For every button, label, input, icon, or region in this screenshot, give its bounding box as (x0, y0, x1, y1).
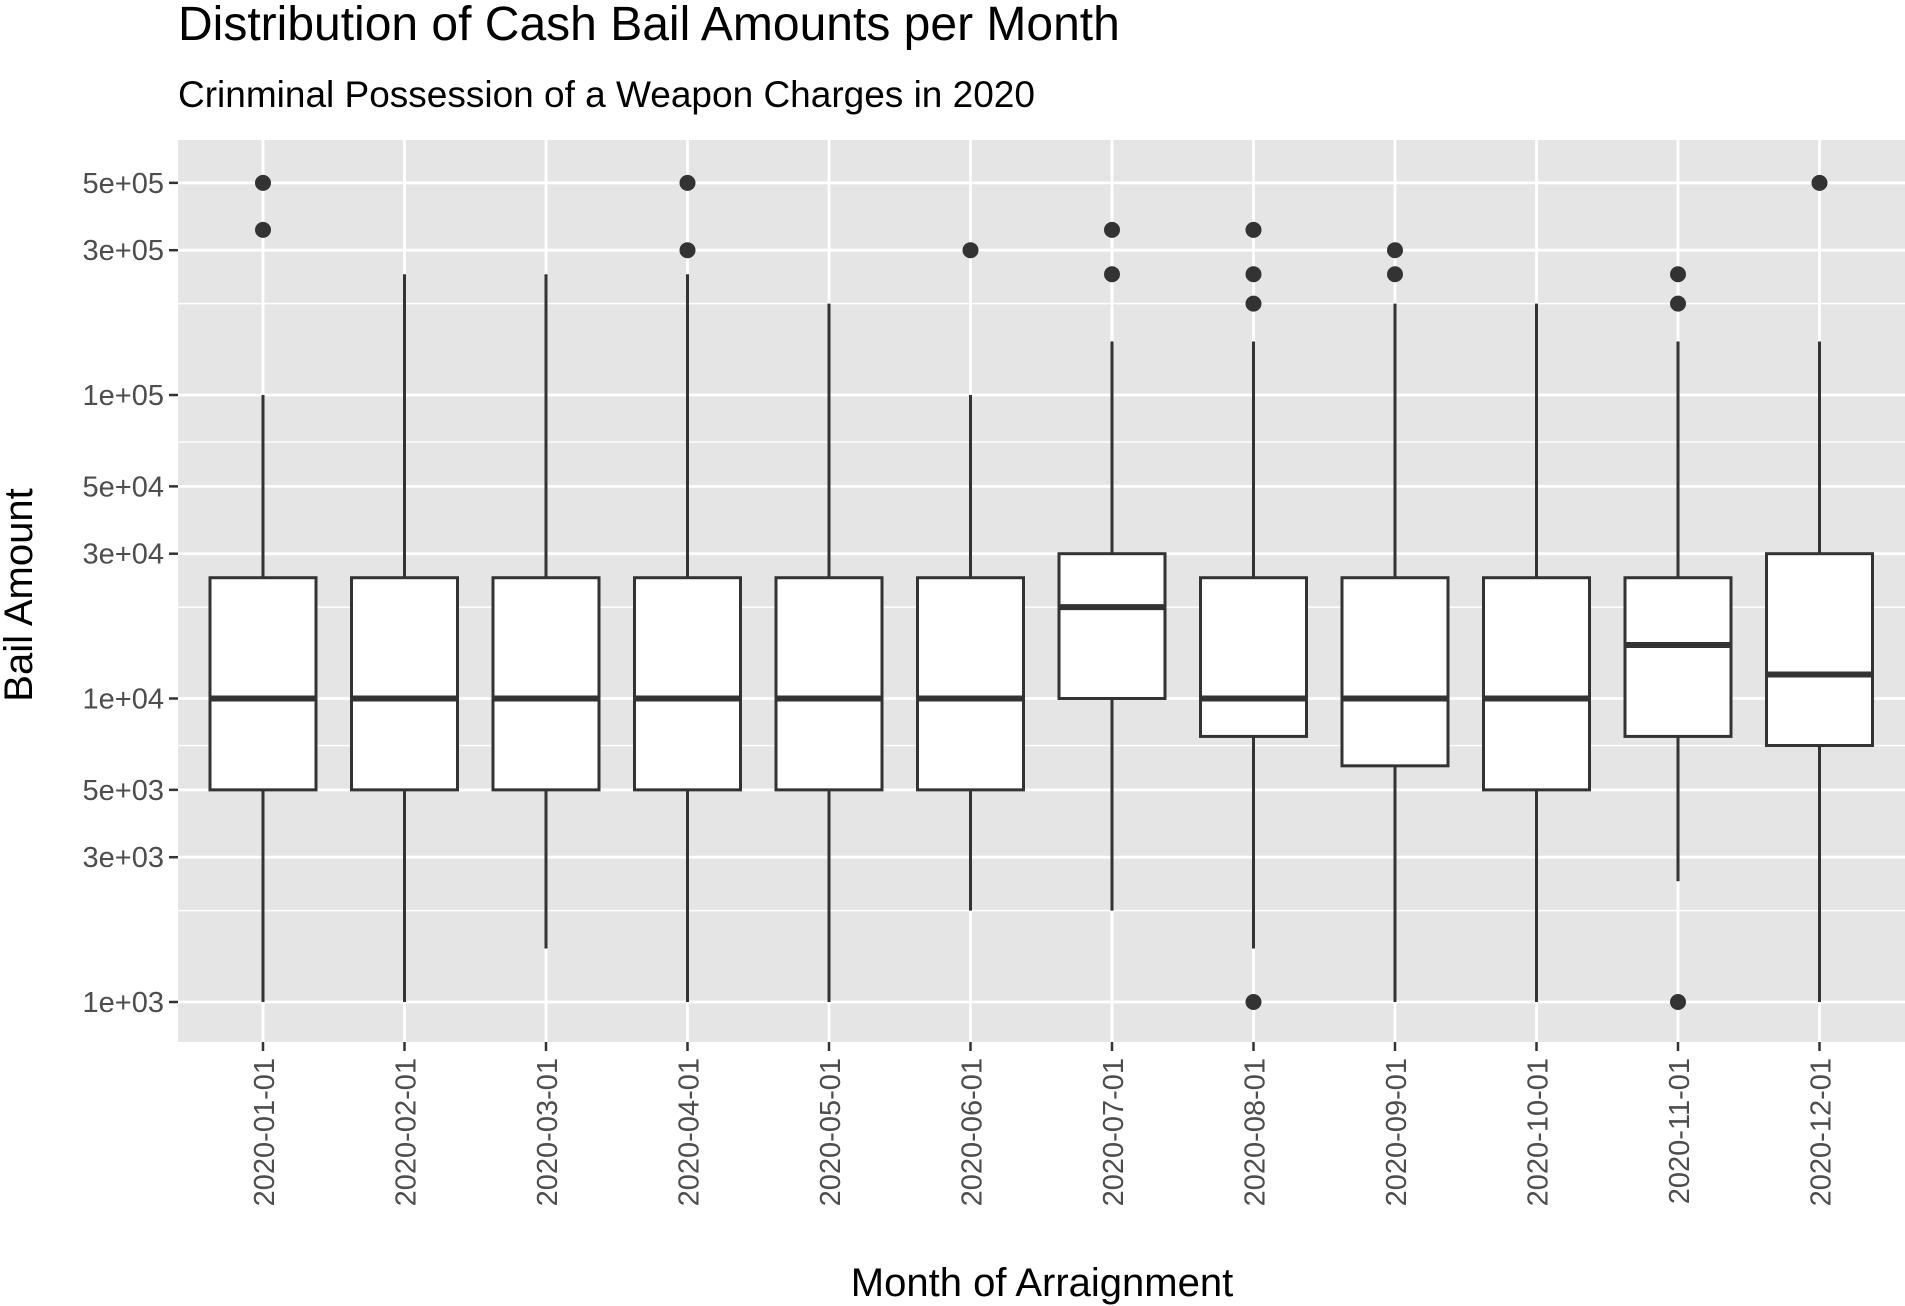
box-2020-06-01 (916, 242, 1025, 911)
outlier-point (255, 221, 271, 238)
y-tick-label: 1e+04 (83, 684, 164, 716)
outlier-point (962, 242, 979, 259)
x-tick-label: 2020-07-01 (1098, 1058, 1130, 1206)
iqr-box (1482, 576, 1591, 792)
x-tick-label: 2020-05-01 (815, 1058, 847, 1206)
outlier-point (1245, 295, 1262, 312)
y-tick-label: 5e+03 (83, 775, 164, 807)
box-2020-09-01 (1340, 242, 1450, 1002)
iqr-box (1199, 576, 1308, 738)
iqr-box (491, 576, 601, 792)
x-tick-label: 2020-06-01 (957, 1058, 989, 1206)
x-tick-label: 2020-03-01 (532, 1058, 564, 1206)
boxes (208, 174, 1874, 1010)
box-2020-04-01 (633, 174, 742, 1002)
box-2020-12-01 (1765, 174, 1874, 1002)
outlier-point (679, 174, 696, 191)
y-tick-label: 3e+03 (83, 842, 164, 874)
iqr-box (774, 576, 884, 792)
plot-panel (178, 140, 1905, 1042)
chart-title: Distribution of Cash Bail Amounts per Mo… (178, 0, 1120, 51)
iqr-box (350, 576, 459, 792)
outlier-point (1387, 266, 1403, 283)
y-tick-label: 3e+05 (83, 235, 164, 267)
x-tick-label: 2020-09-01 (1381, 1058, 1413, 1206)
outlier-point (1811, 174, 1828, 191)
outlier-point (1670, 994, 1686, 1010)
y-tick-label: 5e+05 (83, 168, 164, 200)
box-2020-02-01 (350, 274, 459, 1002)
x-tick-label: 2020-12-01 (1806, 1058, 1838, 1206)
box-2020-03-01 (491, 274, 601, 949)
outlier-point (1245, 994, 1262, 1010)
iqr-box (1057, 552, 1167, 701)
x-axis-title: Month of Arraignment (851, 1261, 1233, 1305)
x-tick-label: 2020-11-01 (1664, 1058, 1696, 1204)
iqr-box (916, 576, 1025, 792)
y-tick-label: 1e+05 (83, 380, 164, 412)
outlier-point (1104, 221, 1120, 238)
outlier-point (1670, 295, 1686, 312)
outlier-point (679, 242, 696, 259)
box-2020-05-01 (774, 303, 884, 1002)
x-tick-label: 2020-02-01 (391, 1058, 423, 1206)
outlier-point (1245, 266, 1262, 283)
iqr-box (1340, 576, 1450, 768)
iqr-box (208, 576, 318, 792)
y-tick-label: 1e+03 (83, 987, 164, 1019)
outlier-point (1387, 242, 1403, 259)
box-2020-11-01 (1623, 266, 1733, 1010)
outlier-point (255, 174, 271, 191)
x-tick-label: 2020-10-01 (1523, 1058, 1555, 1206)
x-tick-label: 2020-01-01 (249, 1058, 281, 1206)
x-tick-label: 2020-08-01 (1240, 1058, 1272, 1206)
x-tick-label: 2020-04-01 (674, 1058, 706, 1206)
chart-subtitle: Crinminal Possession of a Weapon Charges… (178, 74, 1035, 115)
iqr-box (633, 576, 742, 792)
outlier-point (1104, 266, 1120, 283)
axes: 1e+03 3e+03 5e+03 1e+04 3e+04 5e+04 1e+05 3e+05… (83, 168, 1838, 1206)
box-2020-08-01 (1199, 221, 1308, 1010)
y-tick-label: 3e+04 (83, 539, 164, 571)
iqr-box (1623, 576, 1733, 738)
y-axis-title: Bail Amount (0, 488, 41, 701)
y-tick-label: 5e+04 (83, 471, 164, 503)
iqr-box (1765, 552, 1874, 748)
outlier-point (1245, 221, 1262, 238)
box-2020-01-01 (208, 174, 318, 1002)
box-2020-07-01 (1057, 221, 1167, 911)
outlier-point (1670, 266, 1686, 283)
box-2020-10-01 (1482, 303, 1591, 1002)
